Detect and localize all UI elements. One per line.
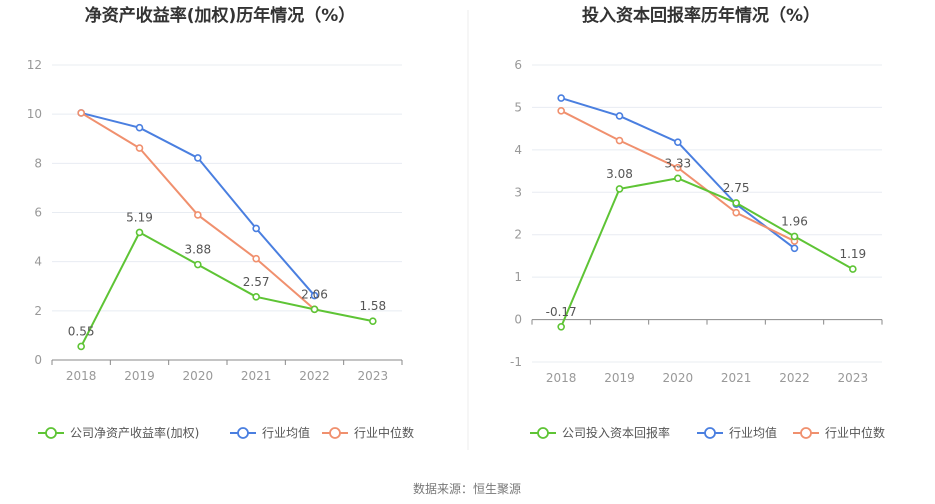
data-point-median bbox=[732, 208, 740, 217]
y-tick-label: 0 bbox=[34, 353, 42, 367]
chart-1: 净资产收益率(加权)历年情况（%） 0 2 4 6 8 10 12 2018 2019 2020 20… bbox=[27, 5, 414, 440]
y-tick-label: 1 bbox=[514, 270, 522, 284]
data-label: -0.17 bbox=[546, 305, 577, 319]
legend-item-median: 行业中位数 bbox=[322, 425, 414, 440]
data-point-company bbox=[135, 228, 144, 237]
legend-swatch-marker bbox=[704, 427, 716, 439]
legend-item-median: 行业中位数 bbox=[793, 425, 885, 440]
x-tick-label: 2023 bbox=[358, 369, 389, 383]
x-tick-label: 2021 bbox=[721, 371, 752, 385]
y-tick-label: 6 bbox=[514, 58, 522, 72]
data-label: 0.55 bbox=[68, 324, 95, 338]
data-label: 3.88 bbox=[184, 243, 211, 257]
chart-title: 投入资本回报率历年情况（%） bbox=[582, 5, 820, 26]
y-tick-label: 2 bbox=[514, 228, 522, 242]
data-source-label: 数据来源：恒生聚源 bbox=[413, 481, 521, 496]
x-tick-label: 2022 bbox=[779, 371, 810, 385]
data-label: 2.57 bbox=[243, 275, 270, 289]
legend-label: 公司净资产收益率(加权) bbox=[70, 425, 199, 440]
data-point-median bbox=[674, 163, 682, 172]
y-tick-label: 8 bbox=[34, 156, 42, 170]
data-label: 1.96 bbox=[781, 214, 808, 228]
data-point-avg bbox=[194, 154, 202, 162]
series-line-avg bbox=[560, 97, 796, 250]
legend-swatch-marker bbox=[45, 427, 57, 439]
legend-item-company: 公司净资产收益率(加权) bbox=[38, 425, 199, 440]
legend-item-company: 公司投入资本回报率 bbox=[530, 425, 670, 440]
data-point-company bbox=[790, 232, 799, 241]
data-point-median bbox=[615, 136, 624, 145]
data-point-avg bbox=[557, 94, 565, 102]
data-label: 3.08 bbox=[606, 167, 633, 181]
data-label: 5.19 bbox=[126, 210, 153, 224]
y-tick-label: 3 bbox=[514, 185, 522, 199]
data-point-median bbox=[557, 107, 565, 115]
legend-label: 行业中位数 bbox=[825, 425, 885, 440]
legend-swatch-marker bbox=[537, 427, 549, 439]
data-label: 2.06 bbox=[301, 287, 328, 301]
legend-swatch-marker bbox=[237, 427, 249, 439]
data-point-company bbox=[732, 199, 740, 207]
x-tick-label: 2019 bbox=[124, 369, 155, 383]
legend-swatch-marker bbox=[329, 427, 341, 439]
y-tick-label: 2 bbox=[34, 304, 42, 318]
data-point-company bbox=[674, 174, 682, 183]
data-point-company bbox=[557, 322, 565, 331]
x-tick-label: 2021 bbox=[241, 369, 272, 383]
data-label: 1.58 bbox=[359, 299, 386, 313]
data-point-company bbox=[252, 293, 260, 301]
y-tick-label: 4 bbox=[514, 143, 522, 157]
data-label: 2.75 bbox=[723, 181, 750, 195]
legend-label: 行业均值 bbox=[262, 425, 310, 440]
data-point-median bbox=[252, 254, 260, 263]
data-label: 3.33 bbox=[664, 156, 691, 170]
x-tick-label: 2023 bbox=[838, 371, 869, 385]
x-tick-label: 2019 bbox=[604, 371, 635, 385]
legend-item-avg: 行业均值 bbox=[697, 425, 777, 440]
y-tick-label: 12 bbox=[27, 58, 42, 72]
data-point-avg bbox=[615, 112, 624, 120]
data-point-median bbox=[194, 211, 202, 219]
data-point-company bbox=[77, 342, 85, 351]
chart-2: 投入资本回报率历年情况（%） -1 0 1 2 3 4 5 6 2018 2019 2020 2021 2… bbox=[510, 5, 885, 440]
x-tick-label: 2020 bbox=[183, 369, 214, 383]
x-tick-label: 2018 bbox=[546, 371, 577, 385]
data-point-avg bbox=[790, 244, 799, 253]
legend-label: 公司投入资本回报率 bbox=[562, 425, 670, 440]
chart-title: 净资产收益率(加权)历年情况（%） bbox=[85, 5, 356, 26]
data-point-company bbox=[369, 317, 377, 325]
series-line-company bbox=[560, 177, 854, 328]
data-label: 1.19 bbox=[839, 247, 866, 261]
x-tick-label: 2020 bbox=[663, 371, 694, 385]
y-tick-label: 10 bbox=[27, 107, 42, 121]
data-point-avg bbox=[135, 123, 144, 132]
x-tick-label: 2022 bbox=[299, 369, 330, 383]
x-tick-label: 2018 bbox=[66, 369, 97, 383]
y-tick-label: 5 bbox=[514, 100, 522, 114]
y-tick-label: 6 bbox=[34, 206, 42, 220]
series-line-company bbox=[80, 231, 374, 347]
legend-item-avg: 行业均值 bbox=[230, 425, 310, 440]
legend-swatch-marker bbox=[800, 427, 812, 439]
legend-label: 行业均值 bbox=[729, 425, 777, 440]
data-point-median bbox=[77, 109, 85, 117]
data-point-median bbox=[135, 144, 144, 152]
y-tick-label: -1 bbox=[510, 355, 522, 369]
data-point-avg bbox=[310, 291, 319, 300]
data-point-avg bbox=[252, 224, 260, 233]
data-point-avg bbox=[674, 138, 682, 147]
data-point-company bbox=[615, 185, 624, 193]
y-tick-label: 0 bbox=[514, 313, 522, 327]
legend-label: 行业中位数 bbox=[354, 425, 414, 440]
data-point-company bbox=[310, 305, 319, 314]
data-point-company bbox=[194, 260, 202, 269]
data-point-company bbox=[849, 265, 857, 273]
y-tick-label: 4 bbox=[34, 255, 42, 269]
